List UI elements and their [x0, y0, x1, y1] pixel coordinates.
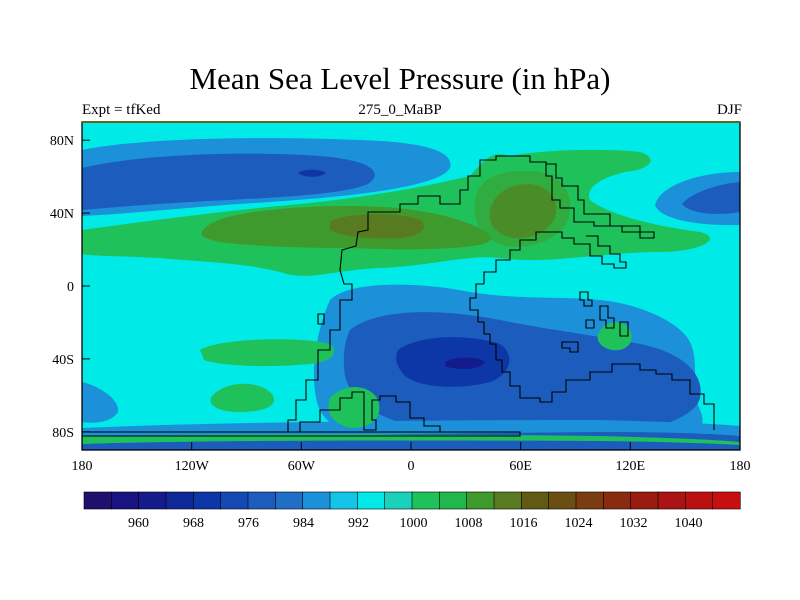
northern-subtropical-high-center [330, 214, 424, 239]
x-tick-label: 180 [72, 459, 93, 474]
y-tick-label: 80N [50, 134, 74, 149]
colorbar-swatch [493, 491, 522, 510]
coastlines [82, 155, 715, 437]
indian-ocean-high [597, 322, 632, 351]
colorbar-label: 1024 [565, 516, 593, 531]
colorbar-swatch [411, 491, 440, 510]
map-title: Mean Sea Level Pressure (in hPa) [189, 61, 611, 96]
colorbar-swatch [521, 491, 550, 510]
y-tick-label: 40N [50, 207, 74, 222]
colorbar-swatch [685, 491, 714, 510]
southwest-pacific-low [82, 382, 119, 423]
colorbar-swatch [111, 491, 140, 510]
colorbar-swatch [138, 491, 167, 510]
colorbar-swatch [657, 491, 686, 510]
south-atlantic-high [328, 386, 380, 428]
colorbar-label: 1000 [400, 516, 428, 531]
antarctic-margin [82, 431, 521, 437]
x-tick-label: 60W [288, 459, 316, 474]
x-axis-labels: 180 120W 60W 0 60E 120E 180 [72, 459, 751, 474]
time-label: 275_0_MaBP [358, 102, 442, 118]
north-pacific-low-core [82, 153, 375, 210]
central-landmass-coast [469, 283, 715, 430]
colorbar-swatch [275, 491, 304, 510]
colorbar-label: 1016 [510, 516, 538, 531]
colorbar-label: 1032 [620, 516, 648, 531]
colorbar-label: 1008 [455, 516, 483, 531]
south-pacific-high-east [200, 339, 335, 367]
colorbar-label: 976 [238, 516, 259, 531]
island-e [585, 319, 595, 329]
colorbar-labels: 960 968 976 984 992 1000 1008 1016 1024 … [128, 516, 703, 531]
x-tick-label: 0 [408, 459, 415, 474]
colorbar-swatch [575, 491, 604, 510]
colorbar-label: 968 [183, 516, 204, 531]
colorbar [83, 491, 741, 510]
y-tick-label: 40S [52, 353, 74, 368]
colorbar-swatch [220, 491, 249, 510]
x-tick-label: 180 [730, 459, 751, 474]
island-chain-c [619, 321, 629, 337]
colorbar-swatch [357, 491, 386, 510]
colorbar-label: 984 [293, 516, 314, 531]
northern-continent-south-coast [287, 269, 520, 433]
colorbar-swatch [329, 491, 358, 510]
x-tick-label: 60E [509, 459, 532, 474]
colorbar-swatch [384, 491, 413, 510]
season-label: DJF [716, 102, 742, 118]
contour-field [82, 122, 740, 450]
x-tick-label: 120E [616, 459, 646, 474]
colorbar-swatch [466, 491, 495, 510]
colorbar-swatch [193, 491, 222, 510]
colorbar-swatch [165, 491, 194, 510]
colorbar-swatch [630, 491, 659, 510]
south-pacific-high-mid [210, 383, 275, 412]
colorbar-label: 992 [348, 516, 369, 531]
colorbar-swatch [302, 491, 331, 510]
y-axis-labels: 80N 40N 0 40S 80S [50, 134, 74, 441]
island-f [317, 313, 325, 325]
colorbar-swatch [548, 491, 577, 510]
northeast-pacific-low-core [682, 182, 740, 214]
colorbar-swatch [439, 491, 468, 510]
colorbar-label: 1040 [675, 516, 703, 531]
asia-east-coast [483, 231, 627, 284]
colorbar-swatch [247, 491, 276, 510]
colorbar-swatch [603, 491, 632, 510]
southern-continental-low-center [445, 357, 485, 370]
northern-continent-coast [339, 155, 655, 271]
island-chain-b [599, 305, 615, 329]
asian-high-outer [474, 171, 571, 247]
y-tick-label: 80S [52, 426, 74, 441]
island-chain-a [579, 291, 593, 307]
north-pacific-low-center [298, 169, 326, 177]
x-tick-label: 120W [175, 459, 210, 474]
colorbar-swatch [83, 491, 112, 510]
colorbar-label: 960 [128, 516, 149, 531]
axis-ticks [81, 139, 741, 450]
y-tick-label: 0 [67, 280, 74, 295]
island-d [561, 341, 579, 353]
experiment-label: Expt = tfKed [82, 102, 161, 118]
colorbar-swatch [712, 491, 741, 510]
southern-band-high [82, 434, 740, 445]
